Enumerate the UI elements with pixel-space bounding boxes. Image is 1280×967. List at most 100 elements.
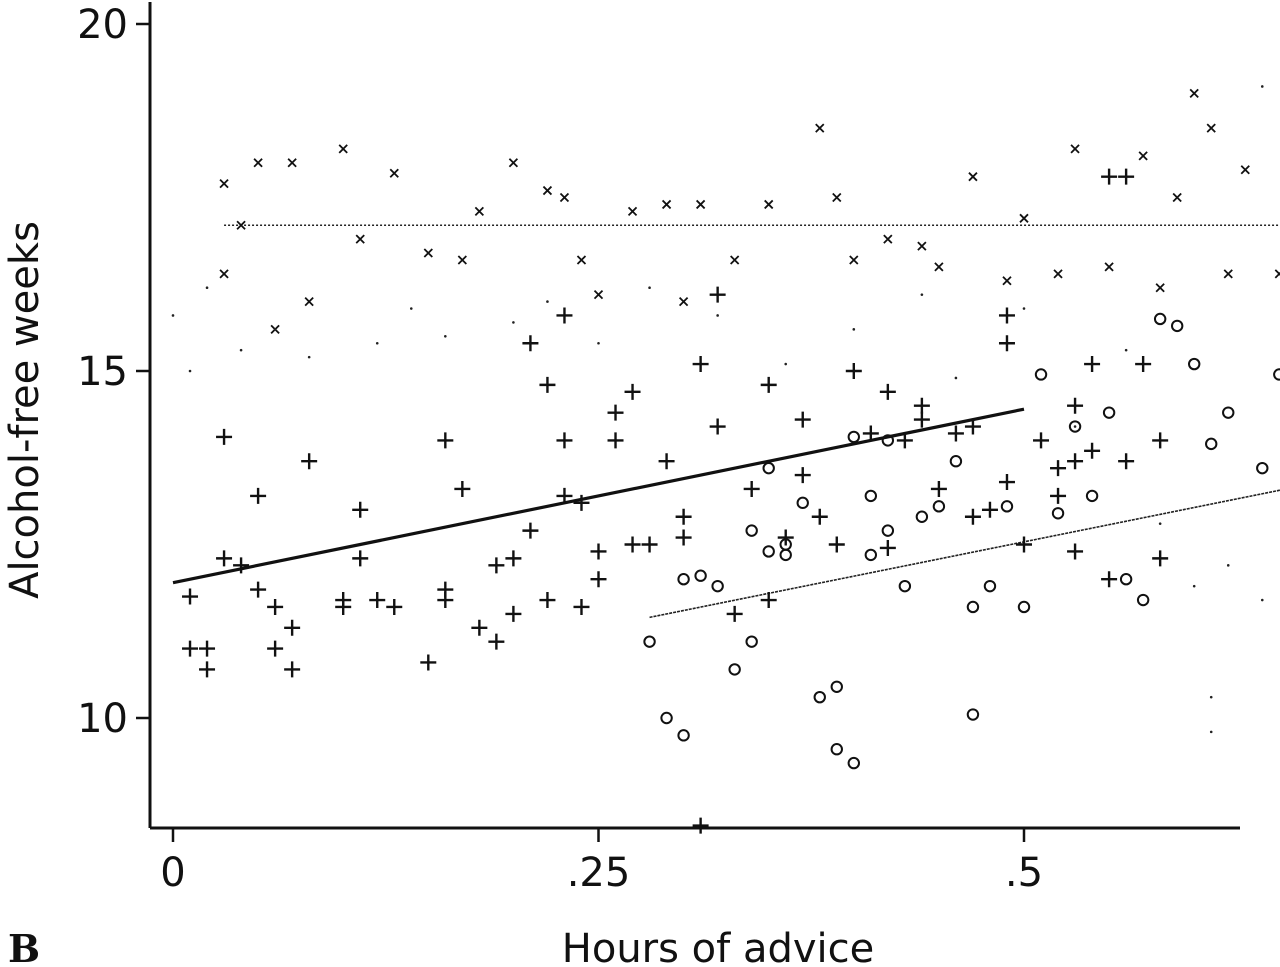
dot-point bbox=[273, 328, 277, 331]
plus-point bbox=[301, 453, 318, 470]
plus-point bbox=[437, 592, 454, 609]
x-point bbox=[542, 185, 553, 196]
plus-point bbox=[1050, 460, 1067, 477]
circle-point bbox=[1222, 406, 1235, 419]
x-point bbox=[219, 178, 229, 189]
circle-point bbox=[694, 569, 707, 582]
dot-point bbox=[239, 348, 243, 352]
plus-point bbox=[1101, 168, 1118, 185]
dot-point bbox=[1022, 307, 1026, 310]
x-point bbox=[815, 123, 825, 133]
plus-point bbox=[1033, 432, 1050, 449]
plus-point bbox=[794, 411, 811, 428]
dot-point bbox=[648, 286, 651, 290]
plus-point bbox=[607, 432, 624, 449]
plus-point bbox=[539, 376, 556, 393]
circle-point bbox=[1119, 573, 1133, 586]
dot-point bbox=[1260, 598, 1264, 602]
circle-point bbox=[1051, 507, 1065, 520]
plus-point bbox=[1050, 487, 1067, 504]
x-point bbox=[832, 192, 842, 203]
plus-point bbox=[675, 529, 692, 546]
dot-point bbox=[1226, 564, 1230, 567]
plus-point bbox=[726, 605, 743, 622]
plus-point bbox=[760, 592, 777, 609]
circle-point bbox=[847, 430, 860, 444]
plus-point bbox=[590, 543, 607, 560]
circle-point bbox=[1256, 461, 1269, 475]
x-point bbox=[661, 199, 672, 210]
circle-point bbox=[1085, 489, 1099, 503]
circle-point bbox=[847, 756, 860, 770]
plus-point bbox=[879, 383, 896, 400]
plus-point bbox=[1067, 397, 1084, 414]
dot-point bbox=[307, 355, 311, 359]
x-point bbox=[474, 206, 484, 217]
plus-point bbox=[437, 432, 454, 449]
x-point bbox=[1223, 269, 1233, 279]
plus-point bbox=[386, 598, 403, 615]
plus-point bbox=[216, 550, 233, 567]
x-axis-title: Hours of advice bbox=[562, 926, 874, 967]
y-axis-title: Alcohol-free weeks bbox=[2, 221, 48, 599]
dot-point bbox=[716, 314, 719, 317]
circle-point bbox=[966, 600, 980, 614]
x-point bbox=[253, 158, 263, 168]
circle-point bbox=[1068, 420, 1082, 433]
circle-point bbox=[1136, 593, 1150, 607]
dot-point bbox=[954, 376, 958, 380]
plus-point bbox=[641, 536, 658, 553]
plus-point bbox=[488, 633, 505, 650]
plus-point bbox=[250, 487, 267, 504]
x-point bbox=[883, 234, 893, 244]
x-tick-label: .25 bbox=[567, 850, 631, 896]
plus-point bbox=[998, 474, 1015, 491]
plus-point bbox=[1135, 356, 1152, 373]
dot-point bbox=[1209, 730, 1213, 734]
plus-point bbox=[454, 480, 471, 497]
y-tick-label: 10 bbox=[77, 696, 128, 742]
plus-point bbox=[760, 376, 777, 393]
plus-point bbox=[896, 432, 913, 449]
plus-point bbox=[675, 508, 692, 525]
circle-point bbox=[881, 434, 895, 447]
circle-point bbox=[677, 573, 690, 586]
circle-point bbox=[762, 545, 775, 558]
x-point bbox=[457, 255, 467, 265]
plus-point bbox=[930, 480, 947, 497]
x-point bbox=[764, 199, 774, 210]
circle-point bbox=[949, 455, 963, 468]
plus-point bbox=[522, 335, 539, 352]
plus-point bbox=[743, 480, 760, 497]
x-point bbox=[934, 262, 944, 272]
dot-point bbox=[1192, 584, 1196, 588]
dot-point bbox=[920, 293, 924, 296]
x-point bbox=[627, 206, 638, 217]
x-point bbox=[423, 248, 433, 258]
plus-point bbox=[539, 592, 556, 609]
x-point bbox=[695, 199, 706, 210]
circle-point bbox=[898, 579, 912, 593]
x-point bbox=[1138, 151, 1148, 161]
circle-point bbox=[830, 680, 843, 693]
x-tick-label: .5 bbox=[1005, 850, 1043, 896]
x-point bbox=[917, 241, 927, 251]
plus-point bbox=[964, 508, 981, 525]
dot-point bbox=[375, 341, 379, 345]
circle-point bbox=[779, 548, 792, 562]
plus-point bbox=[1118, 168, 1135, 185]
axes bbox=[136, 2, 1240, 842]
circle-point bbox=[881, 524, 895, 537]
x-point bbox=[1002, 276, 1012, 286]
x-point bbox=[1240, 165, 1250, 175]
plus-point bbox=[182, 640, 199, 657]
circle-point bbox=[1205, 437, 1218, 451]
x-point bbox=[338, 144, 348, 154]
circle-point bbox=[711, 579, 724, 593]
data-points bbox=[171, 85, 1280, 834]
plus-point bbox=[828, 536, 845, 553]
plus-point bbox=[556, 432, 573, 449]
dot-point bbox=[171, 314, 175, 317]
circle-point bbox=[1034, 368, 1048, 381]
circle-point bbox=[1153, 312, 1167, 326]
